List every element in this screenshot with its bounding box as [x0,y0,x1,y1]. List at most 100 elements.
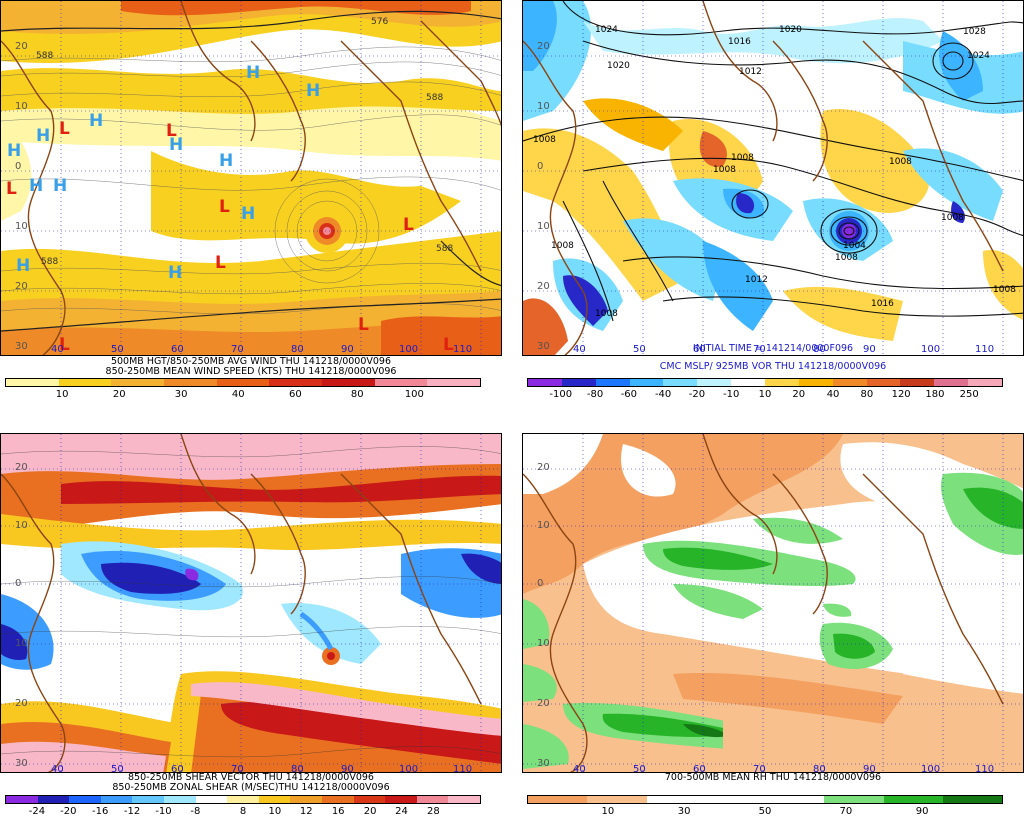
colorbar-swatch [6,379,59,386]
colorbar-tick: 20 [112,389,126,400]
colorbar-tick: -12 [123,806,141,817]
colorbar-swatch [258,796,291,803]
low-pressure-symbol: L [59,119,70,139]
colorbar [527,378,1003,387]
colorbar-swatch [934,379,969,386]
colorbar-swatch [6,796,38,803]
colorbar-tick: 120 [891,389,911,400]
colorbar-swatch [697,379,732,386]
lon-label: 60 [693,344,706,355]
high-pressure-symbol: H [169,135,184,155]
colorbar-tick: 10 [601,806,615,817]
shear-map: 20 10 0 10 20 30 40 50 60 70 80 90 100 1… [0,433,502,773]
colorbar [5,378,481,387]
colorbar-tick: 180 [925,389,945,400]
contour-label: 588 [41,257,59,267]
colorbar-swatch [587,796,647,803]
lat-label: 20 [15,41,28,52]
colorbar-tick: 40 [231,389,245,400]
colorbar-swatch [942,796,1002,803]
lon-label: 40 [51,764,64,773]
lat-label: 10 [15,101,28,112]
contour-label: 588 [436,244,454,254]
colorbar-swatch [883,796,943,803]
high-pressure-symbol: H [16,256,31,276]
lon-label: 50 [111,344,124,355]
colorbar-tick: -80 [586,389,604,400]
lat-label: 20 [537,281,550,292]
lat-label: 0 [537,578,544,589]
caption-line-1: 850-250MB SHEAR VECTOR THU 141218/0000V0… [128,772,374,783]
lon-label: 60 [693,764,706,773]
panel-mslp-vorticity: 1024 1016 1020 1028 1024 1020 1012 1008 … [522,0,1024,402]
isobar-label: 1008 [941,213,964,223]
colorbar-tick: -60 [620,389,638,400]
rh-shading [523,434,1023,772]
lat-label: 0 [15,161,22,172]
lon-label: 50 [633,344,646,355]
colorbar-swatch [37,796,70,803]
lon-label: 100 [399,764,419,773]
contour-label: 588 [426,93,444,103]
lat-label: 0 [537,161,544,172]
caption-line-2: 850-250MB ZONAL SHEAR (M/SEC)THU 141218/… [112,782,390,793]
colorbar-swatch [832,379,867,386]
colorbar-tick: 80 [860,389,874,400]
lat-label: 10 [15,221,28,232]
colorbar-swatch [163,796,196,803]
isobar-label: 1008 [551,241,574,251]
high-pressure-symbol: H [7,141,22,161]
lon-label: 100 [921,344,941,355]
lon-label: 110 [975,344,995,355]
colorbar-swatch [321,796,354,803]
lon-label: 80 [813,764,826,773]
isobar-label: 1008 [835,253,858,263]
wind-speed-map: H H H H H H H H H H H H L L L L L L L L … [0,0,502,356]
colorbar-tick: 100 [404,389,424,400]
colorbar-swatch [663,379,698,386]
isobar-label: 1008 [993,285,1016,295]
isobar-label: 1016 [871,299,894,309]
colorbar-tick: 24 [395,806,408,817]
colorbar-swatch [216,379,270,386]
lon-label: 60 [171,344,184,355]
lat-label: 30 [537,758,550,769]
isobar-label: 1020 [779,25,802,35]
colorbar-swatch [58,379,112,386]
colorbar-swatch [528,379,562,386]
lon-label: 40 [573,344,586,355]
lon-label: 90 [863,764,876,773]
isobar-label: 1008 [595,309,618,319]
lat-label: 30 [537,341,550,352]
colorbar [5,795,481,804]
high-pressure-symbol: H [36,126,51,146]
isobar-label: 1008 [713,165,736,175]
colorbar-swatch [798,379,833,386]
colorbar-tick: -10 [723,389,740,400]
lat-label: 20 [537,462,550,473]
colorbar-swatch [448,796,480,803]
colorbar-tick: 60 [288,389,302,400]
isobar-label: 1016 [728,37,751,47]
colorbar-swatch [353,796,386,803]
colorbar-tick: 70 [839,806,853,817]
panel-shear: 20 10 0 10 20 30 40 50 60 70 80 90 100 1… [0,433,502,819]
lat-label: 20 [15,698,28,709]
relative-humidity-map: 20 10 0 10 20 30 40 50 60 70 80 90 100 1… [522,433,1024,773]
colorbar-swatch [374,379,428,386]
colorbar-tick: 250 [959,389,979,400]
colorbar-tick: 20 [363,806,377,817]
lon-label: 70 [231,344,244,355]
lon-label: 80 [291,764,304,773]
colorbar-tick: 80 [350,389,364,400]
colorbar-swatch [824,796,884,803]
lon-label: 80 [291,344,304,355]
contour-label: 576 [371,17,389,27]
colorbar-swatch [968,379,1003,386]
lon-label: 40 [573,764,586,773]
panel-wind-speed: H H H H H H H H H H H H L L L L L L L L … [0,0,502,402]
colorbar-swatch [629,379,664,386]
colorbar-swatch [69,796,101,803]
high-pressure-symbol: H [89,111,104,131]
lat-label: 10 [537,221,550,232]
